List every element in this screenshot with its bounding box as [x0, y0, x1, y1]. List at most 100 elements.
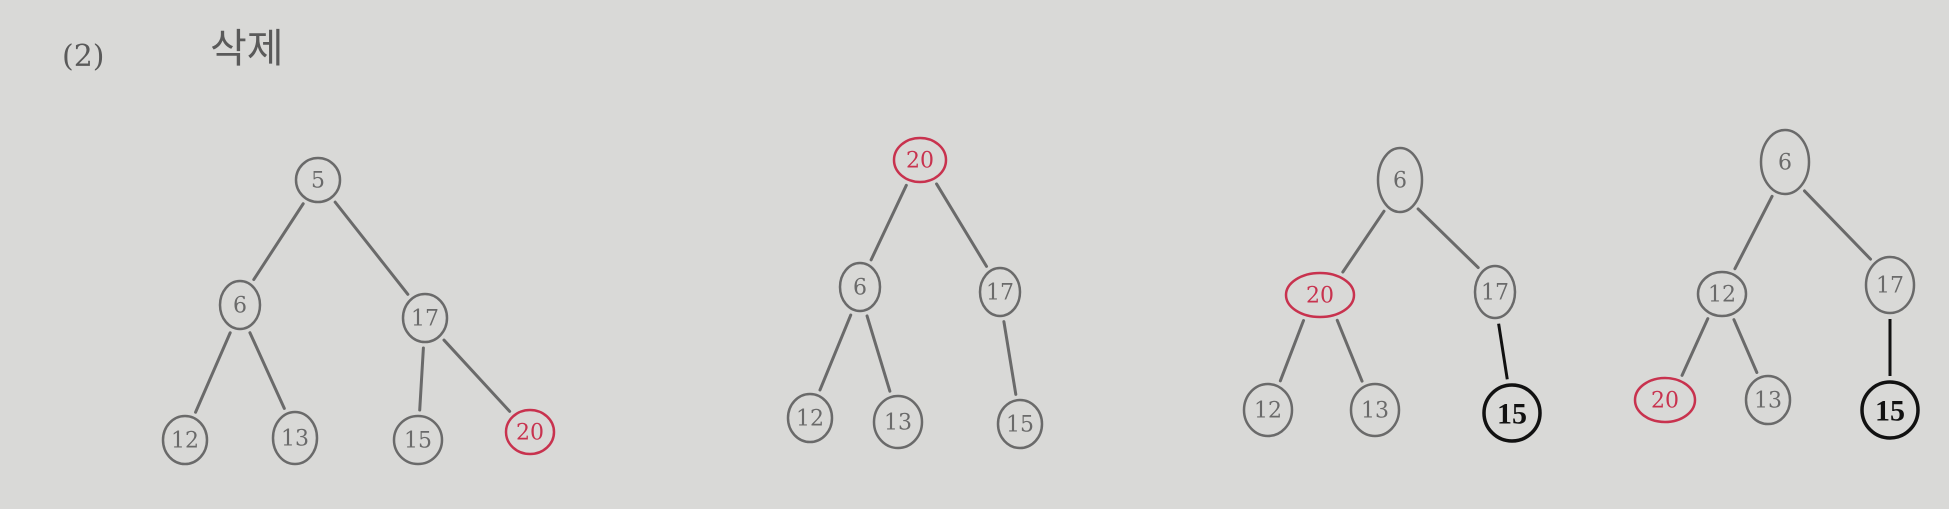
node-label: 6	[1393, 169, 1407, 194]
tree-edge	[194, 331, 232, 414]
node-label: 15	[1006, 413, 1034, 438]
tree-node: 15	[392, 414, 444, 466]
heap-tree-step-4: 6 12 17 20 13 15	[1633, 128, 1920, 440]
node-label: 13	[281, 427, 309, 452]
node-label: 5	[311, 169, 325, 194]
node-label: 20	[1306, 284, 1334, 309]
tree-edge	[1733, 194, 1774, 271]
tree-edge	[418, 346, 425, 412]
section-title: 삭제	[210, 26, 284, 72]
node-label: 15	[1875, 395, 1905, 428]
node-label: 12	[1254, 399, 1282, 424]
node-circle	[786, 392, 834, 444]
tree-edge	[1732, 318, 1759, 374]
node-circle	[1482, 383, 1542, 443]
node-circle	[978, 266, 1022, 318]
node-circle	[996, 398, 1044, 450]
tree-edge	[1335, 318, 1364, 383]
node-circle	[1284, 271, 1356, 319]
node-label: 13	[884, 411, 912, 436]
node-label: 6	[853, 276, 867, 301]
tree-edge	[1278, 319, 1306, 383]
tree-node: 12	[1696, 270, 1748, 318]
tree-node: 6	[1376, 146, 1424, 214]
node-circle	[892, 136, 948, 184]
node-label: 20	[906, 149, 934, 174]
tree-node: 13	[872, 394, 924, 450]
tree-node: 6	[838, 261, 882, 313]
node-label: 13	[1361, 399, 1389, 424]
tree-node: 20	[1284, 271, 1356, 319]
tree-node: 17	[1473, 264, 1517, 320]
node-circle	[1744, 374, 1792, 426]
tree-edge	[1416, 207, 1480, 270]
node-circle	[1860, 380, 1920, 440]
node-circle	[1376, 146, 1424, 214]
node-circle	[294, 156, 342, 204]
tree-edge	[1341, 209, 1386, 274]
tree-edge	[1002, 320, 1018, 396]
heap-tree-step-3: 6 20 17 12 13 15	[1242, 146, 1542, 443]
tree-node: 12	[161, 414, 209, 466]
tree-node: 12	[786, 392, 834, 444]
tree-node: 20	[1633, 376, 1697, 424]
node-label: 17	[1481, 281, 1509, 306]
node-circle	[1242, 382, 1294, 438]
node-circle	[271, 410, 319, 466]
node-circle	[218, 279, 262, 331]
tree-edge	[1802, 189, 1873, 261]
tree-node: 5	[294, 156, 342, 204]
node-circle	[1473, 264, 1517, 320]
heap-tree-step-1: 5 6 17 12 13 15 20	[161, 156, 556, 466]
node-label: 20	[1651, 389, 1679, 414]
tree-edge	[935, 182, 989, 268]
node-label: 13	[1754, 389, 1782, 414]
tree-edge	[818, 313, 853, 392]
node-circle	[401, 292, 449, 344]
node-label: 6	[1778, 151, 1792, 176]
node-circle	[1696, 270, 1748, 318]
node-circle	[392, 414, 444, 466]
node-label: 6	[233, 294, 247, 319]
node-label: 17	[1876, 274, 1904, 299]
section-number: (2)	[62, 39, 105, 74]
node-circle	[504, 408, 556, 456]
tree-node: 13	[1349, 382, 1401, 438]
tree-edge	[1680, 317, 1710, 377]
tree-edge	[333, 200, 410, 296]
tree-node: 15	[1482, 383, 1542, 443]
node-circle	[1633, 376, 1697, 424]
tree-node: 20	[892, 136, 948, 184]
node-label: 12	[796, 407, 824, 432]
tree-edge	[865, 314, 892, 393]
tree-node: 13	[271, 410, 319, 466]
tree-edge	[442, 338, 512, 413]
node-circle	[1759, 128, 1811, 196]
node-label: 15	[404, 429, 432, 454]
tree-node: 17	[978, 266, 1022, 318]
node-label: 12	[1708, 283, 1736, 308]
tree-edge	[869, 183, 908, 262]
heap-tree-step-2: 20 6 17 12 13 15	[786, 136, 1044, 450]
node-circle	[161, 414, 209, 466]
node-label: 17	[411, 307, 439, 332]
node-circle	[838, 261, 882, 313]
node-label: 17	[986, 281, 1014, 306]
node-label: 12	[171, 429, 199, 454]
node-circle	[872, 394, 924, 450]
tree-node: 13	[1744, 374, 1792, 426]
node-label: 20	[516, 421, 544, 446]
tree-node: 15	[996, 398, 1044, 450]
tree-edge	[248, 331, 286, 410]
node-circle	[1864, 255, 1916, 315]
tree-node: 17	[1864, 255, 1916, 315]
tree-edge	[1497, 323, 1509, 380]
tree-node: 20	[504, 408, 556, 456]
tree-node: 12	[1242, 382, 1294, 438]
node-circle	[1349, 382, 1401, 438]
tree-node: 17	[401, 292, 449, 344]
tree-node: 15	[1860, 380, 1920, 440]
tree-node: 6	[1759, 128, 1811, 196]
